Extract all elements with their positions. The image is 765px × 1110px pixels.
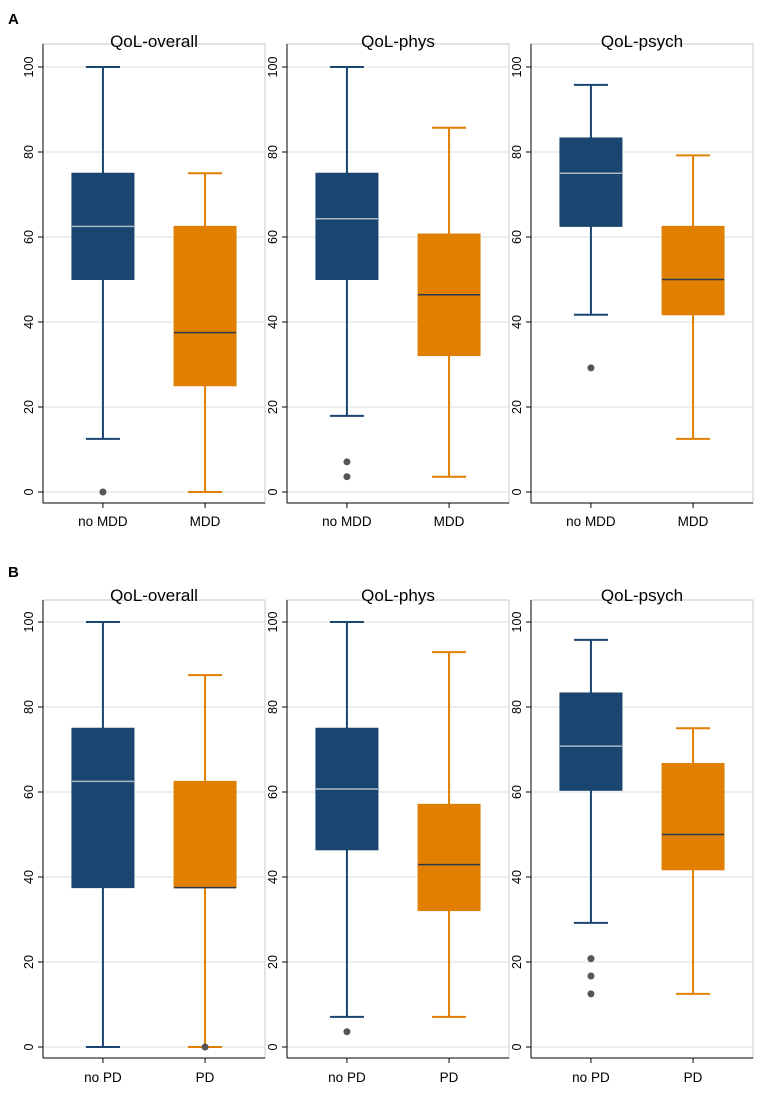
x-category-label: no MDD	[78, 514, 128, 529]
y-tick-label: 40	[510, 870, 524, 884]
y-tick-label: 80	[266, 700, 280, 714]
panel-letter-b: B	[8, 564, 19, 581]
y-tick-label: 40	[22, 870, 36, 884]
x-category-label: MDD	[678, 514, 709, 529]
y-tick-label: 60	[510, 230, 524, 244]
y-tick-label: 20	[22, 400, 36, 414]
outlier-point	[587, 364, 595, 372]
y-tick-label: 60	[266, 785, 280, 799]
box-group2: PD	[173, 674, 237, 1085]
box-group1: no PD	[315, 621, 379, 1085]
y-tick-label: 80	[510, 700, 524, 714]
charts-layer: 0 20 40 60 80 100 QoL-overall no MDD MDD 0 20 40 60 8…	[22, 32, 754, 1085]
y-tick-label: 100	[510, 57, 524, 78]
outlier-point	[99, 488, 107, 496]
box-group2: MDD	[417, 126, 481, 529]
y-tick-label: 0	[22, 1043, 36, 1050]
iqr-box	[173, 780, 237, 889]
outlier-point	[201, 1043, 209, 1051]
y-tick-label: 40	[22, 315, 36, 329]
x-category-label: no PD	[572, 1070, 610, 1085]
panel-letter-a: A	[8, 11, 19, 28]
y-tick-label: 100	[266, 612, 280, 633]
outlier-point	[343, 458, 351, 466]
y-tick-label: 20	[266, 955, 280, 969]
y-tick-label: 80	[266, 145, 280, 159]
iqr-box	[71, 727, 135, 889]
chart-5: 0 20 40 60 80 100 QoL-phys no PD PD	[266, 586, 510, 1085]
y-tick-label: 60	[22, 785, 36, 799]
y-tick-label: 20	[510, 955, 524, 969]
y-tick-label: 20	[266, 400, 280, 414]
y-tick-label: 0	[510, 488, 524, 495]
y-tick-label: 0	[22, 488, 36, 495]
y-tick-label: 80	[22, 145, 36, 159]
y-tick-label: 60	[266, 230, 280, 244]
y-tick-label: 40	[510, 315, 524, 329]
y-tick-label: 100	[22, 612, 36, 633]
outlier-point	[587, 990, 595, 998]
box-group2: MDD	[661, 154, 725, 529]
y-tick-label: 20	[22, 955, 36, 969]
y-tick-label: 0	[266, 488, 280, 495]
x-category-label: MDD	[190, 514, 221, 529]
outlier-point	[343, 1028, 351, 1036]
chart-title: QoL-overall	[110, 586, 198, 605]
chart-title: QoL-psych	[601, 586, 683, 605]
x-category-label: no PD	[84, 1070, 122, 1085]
iqr-box	[173, 225, 237, 387]
chart-4: 0 20 40 60 80 100 QoL-overall no PD PD	[22, 586, 266, 1085]
chart-3: 0 20 40 60 80 100 QoL-psych no MDD MDD	[510, 32, 754, 529]
y-tick-label: 100	[266, 57, 280, 78]
outlier-point	[587, 955, 595, 963]
outlier-point	[343, 473, 351, 481]
chart-title: QoL-psych	[601, 32, 683, 51]
chart-6: 0 20 40 60 80 100 QoL-psych no PD PD	[510, 586, 754, 1085]
y-tick-label: 40	[266, 315, 280, 329]
x-category-label: PD	[440, 1070, 459, 1085]
box-group1: no PD	[559, 638, 623, 1085]
chart-1: 0 20 40 60 80 100 QoL-overall no MDD MDD	[22, 32, 266, 529]
box-group2: PD	[417, 651, 481, 1085]
box-group1: no MDD	[71, 66, 135, 529]
box-group1: no MDD	[315, 66, 379, 529]
iqr-box	[559, 137, 623, 227]
iqr-box	[661, 225, 725, 316]
box-group1: no MDD	[559, 83, 623, 529]
outlier-point	[587, 972, 595, 980]
x-category-label: no MDD	[566, 514, 616, 529]
box-group2: PD	[661, 727, 725, 1085]
y-tick-label: 80	[510, 145, 524, 159]
y-tick-label: 80	[22, 700, 36, 714]
y-tick-label: 100	[510, 612, 524, 633]
y-tick-label: 20	[510, 400, 524, 414]
x-category-label: MDD	[434, 514, 465, 529]
iqr-box	[661, 763, 725, 871]
iqr-box	[417, 803, 481, 912]
y-tick-label: 0	[510, 1043, 524, 1050]
chart-2: 0 20 40 60 80 100 QoL-phys no MDD MDD	[266, 32, 510, 529]
iqr-box	[315, 172, 379, 280]
box-group1: no PD	[71, 621, 135, 1085]
y-tick-label: 40	[266, 870, 280, 884]
iqr-box	[559, 692, 623, 791]
x-category-label: PD	[684, 1070, 703, 1085]
x-category-label: no MDD	[322, 514, 372, 529]
chart-title: QoL-overall	[110, 32, 198, 51]
x-category-label: no PD	[328, 1070, 366, 1085]
chart-title: QoL-phys	[361, 32, 435, 51]
box-group2: MDD	[173, 172, 237, 529]
chart-title: QoL-phys	[361, 586, 435, 605]
y-tick-label: 60	[22, 230, 36, 244]
y-tick-label: 0	[266, 1043, 280, 1050]
y-tick-label: 60	[510, 785, 524, 799]
x-category-label: PD	[196, 1070, 215, 1085]
y-tick-label: 100	[22, 57, 36, 78]
